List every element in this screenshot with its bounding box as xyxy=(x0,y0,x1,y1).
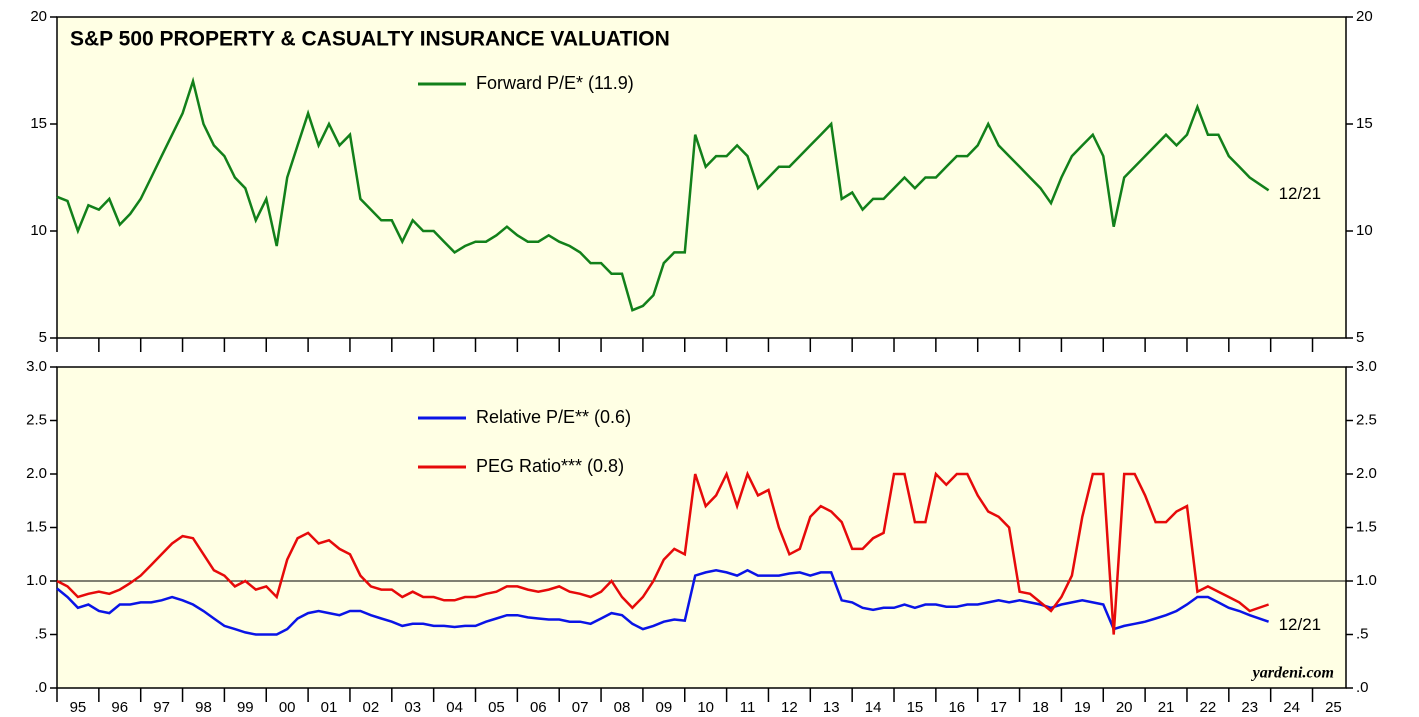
x-tick-label: 25 xyxy=(1325,699,1342,716)
y2-tick-label: 10 xyxy=(1356,222,1373,239)
x-tick-label: 11 xyxy=(740,699,756,716)
y-tick-label: 3.0 xyxy=(26,358,47,375)
x-tick-label: 21 xyxy=(1158,699,1175,716)
x-tick-label: 96 xyxy=(111,699,128,716)
x-tick-label: 18 xyxy=(1032,699,1049,716)
bottom-panel xyxy=(56,366,1347,689)
x-tick-label: 14 xyxy=(865,699,882,716)
y-tick-label: .5 xyxy=(34,625,47,642)
x-tick-label: 20 xyxy=(1116,699,1133,716)
y2-tick-label: .5 xyxy=(1356,625,1369,642)
chart-title: S&P 500 PROPERTY & CASUALTY INSURANCE VA… xyxy=(70,28,670,51)
y2-tick-label: 2.5 xyxy=(1356,411,1377,428)
y2-tick-label: .0 xyxy=(1356,679,1369,696)
x-tick-label: 06 xyxy=(530,699,547,716)
x-tick-label: 09 xyxy=(655,699,672,716)
y-tick-label: 1.0 xyxy=(26,572,47,589)
x-tick-label: 08 xyxy=(614,699,631,716)
series-line xyxy=(56,568,1270,636)
x-tick-label: 07 xyxy=(572,699,589,716)
y-tick-label: .0 xyxy=(34,679,47,696)
y-tick-label: 5 xyxy=(39,329,47,346)
x-tick-label: 13 xyxy=(823,699,840,716)
x-tick-label: 98 xyxy=(195,699,212,716)
y-tick-label: 1.5 xyxy=(26,518,47,535)
y-tick-label: 20 xyxy=(30,8,47,25)
y2-tick-label: 3.0 xyxy=(1356,358,1377,375)
source: yardeni.com xyxy=(1251,665,1334,682)
x-tick-label: 24 xyxy=(1283,699,1300,716)
x-tick-label: 23 xyxy=(1241,699,1258,716)
series-line xyxy=(56,470,1270,635)
y-tick-label: 2.5 xyxy=(26,411,47,428)
x-tick-label: 05 xyxy=(488,699,505,716)
legend-label: Relative P/E** (0.6) xyxy=(476,407,631,427)
legend-label: PEG Ratio*** (0.8) xyxy=(476,456,624,476)
y2-tick-label: 1.0 xyxy=(1356,572,1377,589)
y2-tick-label: 15 xyxy=(1356,115,1373,132)
y-tick-label: 2.0 xyxy=(26,465,47,482)
x-tick-label: 99 xyxy=(237,699,254,716)
x-tick-label: 22 xyxy=(1200,699,1217,716)
x-tick-label: 00 xyxy=(279,699,296,716)
x-tick-label: 15 xyxy=(907,699,924,716)
top-panel xyxy=(56,16,1347,339)
x-tick-label: 02 xyxy=(363,699,380,716)
y-tick-label: 10 xyxy=(30,222,47,239)
end-label: 12/21 xyxy=(1279,615,1322,634)
legend-label: Forward P/E* (11.9) xyxy=(476,73,634,93)
end-label: 12/21 xyxy=(1279,184,1322,203)
x-tick-label: 19 xyxy=(1074,699,1091,716)
x-tick-label: 16 xyxy=(948,699,965,716)
y2-tick-label: 20 xyxy=(1356,8,1373,25)
y2-tick-label: 2.0 xyxy=(1356,465,1377,482)
x-tick-label: 95 xyxy=(70,699,87,716)
series-line xyxy=(56,76,1270,312)
x-tick-label: 10 xyxy=(697,699,714,716)
y2-tick-label: 5 xyxy=(1356,329,1364,346)
x-tick-label: 97 xyxy=(153,699,170,716)
x-tick-label: 17 xyxy=(990,699,1007,716)
x-tick-label: 12 xyxy=(781,699,798,716)
x-tick-label: 03 xyxy=(404,699,421,716)
x-tick-label: 01 xyxy=(321,699,338,716)
y-tick-label: 15 xyxy=(30,115,47,132)
x-tick-label: 04 xyxy=(446,699,463,716)
y2-tick-label: 1.5 xyxy=(1356,518,1377,535)
